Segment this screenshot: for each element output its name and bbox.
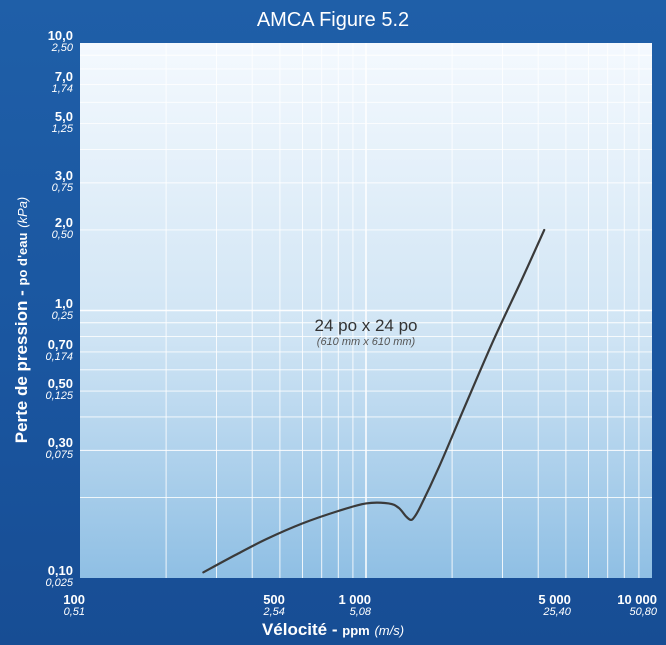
x-axis-label-unit: (m/s)	[374, 623, 405, 638]
x-tick-value: 10 000	[617, 592, 657, 607]
y-tick-label: 2,0 0,50	[52, 216, 73, 242]
x-tick-label: 10 000 50,80	[617, 593, 657, 619]
y-tick-label: 3,0 0,75	[52, 169, 73, 195]
x-tick-label: 1 000 5,08	[338, 593, 371, 619]
chart-title: AMCA Figure 5.2	[256, 9, 410, 31]
y-tick-label: 1,0 0,25	[52, 297, 73, 323]
y-tick-value: 10,0	[47, 28, 73, 43]
x-tick-value: 500	[263, 592, 285, 607]
y-tick-value: 0,10	[47, 563, 73, 578]
x-tick-label: 500 2,54	[263, 593, 285, 619]
x-tick-label: 5 000 25,40	[538, 593, 571, 619]
x-tick-subvalue: 2,54	[263, 606, 285, 618]
x-axis-label-main: Vélocité	[261, 620, 328, 639]
y-tick-label: 0,10 0,025	[45, 564, 73, 590]
y-tick-label: 0,30 0,075	[45, 436, 73, 462]
x-tick-value: 1 000	[338, 592, 371, 607]
x-axis-label-sub: ppm	[342, 623, 370, 638]
y-axis-label-unit: (kPa)	[15, 196, 30, 228]
x-tick-subvalue: 50,80	[629, 606, 657, 618]
y-tick-subvalue: 0,75	[51, 181, 73, 194]
y-tick-value: 1,0	[54, 295, 73, 311]
y-tick-label: 0,50 0,125	[45, 377, 73, 403]
y-tick-label: 5,0 1,25	[52, 110, 73, 136]
y-tick-subvalue: 0,125	[45, 390, 73, 403]
y-tick-subvalue: 0,025	[45, 577, 73, 589]
y-tick-value: 2,0	[54, 214, 73, 230]
x-tick-value: 5 000	[538, 592, 571, 607]
series-line	[202, 228, 546, 574]
x-tick-label: 100 0,51	[63, 593, 85, 619]
y-axis-label-main: Perte de pression	[12, 300, 31, 444]
x-tick-subvalue: 5,08	[349, 606, 371, 618]
y-tick-label: 0,70 0,174	[45, 338, 73, 364]
x-tick-subvalue: 25,40	[543, 606, 571, 618]
y-tick-subvalue: 1,25	[51, 122, 73, 135]
x-tick-subvalue: 0,51	[63, 606, 85, 618]
y-tick-label: 7,0 1,74	[52, 70, 73, 96]
y-tick-subvalue: 0,174	[45, 350, 73, 363]
y-tick-value: 3,0	[54, 167, 73, 183]
y-tick-value: 5,0	[54, 108, 73, 124]
y-tick-label: 10,0 2,50	[48, 29, 73, 55]
y-tick-subvalue: 1,74	[51, 83, 73, 96]
y-tick-subvalue: 0,50	[51, 228, 73, 241]
y-tick-value: 0,70	[47, 336, 73, 352]
series-annotation: 24 po x 24 po (610 mm x 610 mm)	[286, 316, 446, 348]
y-tick-value: 0,50	[47, 376, 73, 392]
y-tick-value: 0,30	[47, 435, 73, 451]
y-axis-label-sub: po d'eau	[15, 232, 30, 286]
annotation-metric: (610 mm x 610 mm)	[316, 335, 416, 348]
x-tick-value: 100	[63, 592, 85, 607]
annotation-size: 24 po x 24 po	[314, 315, 418, 335]
y-tick-subvalue: 0,075	[45, 449, 73, 462]
x-axis-label: Vélocité - ppm (m/s)	[261, 620, 405, 639]
y-tick-subvalue: 2,50	[51, 42, 73, 54]
y-tick-value: 7,0	[54, 69, 73, 85]
y-tick-subvalue: 0,25	[51, 309, 73, 322]
y-axis-label: Perte de pression - po d'eau (kPa)	[12, 196, 31, 444]
